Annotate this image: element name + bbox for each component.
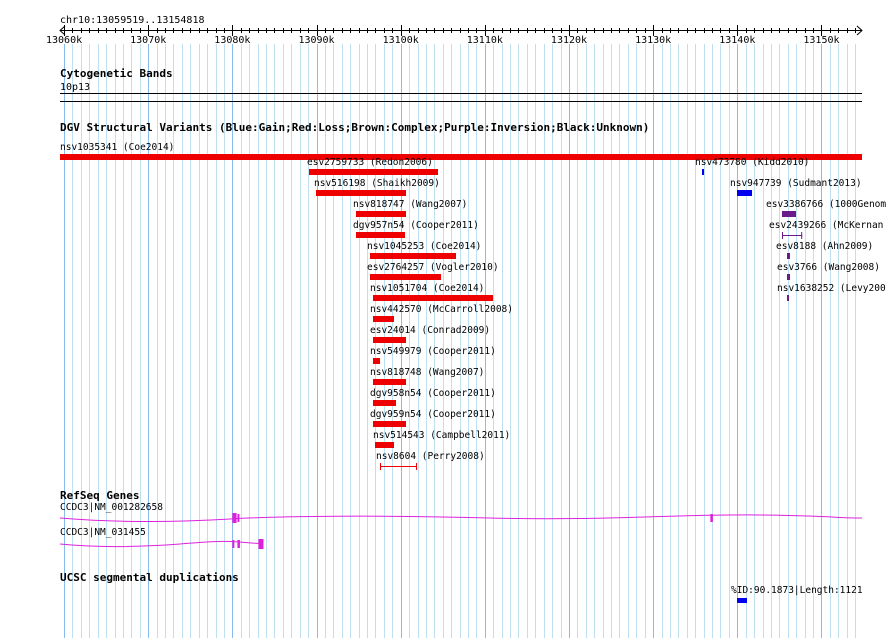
ruler-tick-label: 13150k — [803, 35, 840, 46]
dgv-feature-bar[interactable] — [372, 316, 394, 322]
dgv-feature-label: nsv1638252 (Levy200 — [777, 283, 886, 294]
dgv-feature-label: nsv818747 (Wang2007) — [353, 199, 468, 210]
dgv-feature-bar[interactable] — [781, 232, 804, 239]
cytoband-track-title[interactable]: Cytogenetic Bands — [60, 67, 173, 80]
dgv-feature-label: nsv514543 (Campbell2011) — [373, 430, 511, 441]
dgv-feature-bar[interactable] — [786, 253, 791, 259]
dgv-feature-label: nsv947739 (Sudmant2013) — [730, 178, 862, 189]
dgv-feature-bar[interactable] — [701, 169, 704, 175]
refseq-gene-exon — [232, 540, 235, 548]
dgv-track-title[interactable]: DGV Structural Variants (Blue:Gain;Red:L… — [60, 121, 650, 134]
dgv-feature-bar[interactable] — [372, 421, 406, 427]
dgv-feature-bar[interactable] — [372, 358, 381, 364]
ruler-tick-label: 13130k — [635, 35, 672, 46]
dgv-feature-bar[interactable] — [60, 154, 862, 160]
dgv-feature-label: dgv957n54 (Cooper2011) — [353, 220, 479, 231]
dgv-feature-bar[interactable] — [315, 190, 406, 196]
ruler-tick-label: 13070k — [130, 35, 167, 46]
dgv-feature-label: nsv516198 (Shaikh2009) — [314, 178, 440, 189]
dgv-feature-bar[interactable] — [370, 274, 442, 280]
refseq-gene-exon — [237, 514, 240, 522]
dgv-feature-bar[interactable] — [372, 379, 406, 385]
dgv-feature-label: esv3766 (Wang2008) — [777, 262, 880, 273]
dgv-feature-label: nsv549979 (Cooper2011) — [370, 346, 496, 357]
ruler-tick-label: 13100k — [382, 35, 419, 46]
dgv-feature-label: dgv959n54 (Cooper2011) — [370, 409, 496, 420]
ruler-tick-label: 13110k — [466, 35, 503, 46]
cytoband-track-bottom-border — [60, 101, 862, 102]
dgv-feature-bar[interactable] — [356, 232, 405, 238]
ruler-tick-label: 13120k — [550, 35, 588, 46]
dgv-feature-label: nsv8604 (Perry2008) — [376, 451, 485, 462]
cytoband-track-top-border — [60, 93, 862, 94]
refseq-gene-exon — [258, 539, 264, 549]
refseq-track-title[interactable]: RefSeq Genes — [60, 489, 140, 502]
dgv-feature-label: nsv473780 (Kidd2010) — [695, 157, 810, 168]
refseq-track — [59, 513, 863, 549]
refseq-gene-label[interactable]: CCDC3|NM_001282658 — [60, 502, 163, 513]
dgv-feature-bar[interactable] — [737, 190, 753, 196]
dgv-feature-bar[interactable] — [370, 253, 457, 259]
segdup-track-title[interactable]: UCSC segmental duplications — [60, 571, 239, 584]
refseq-gene-label[interactable]: CCDC3|NM_031455 — [60, 527, 146, 538]
dgv-feature-bar[interactable] — [308, 169, 439, 175]
refseq-gene-exon — [232, 513, 237, 523]
cytoband-label: 10p13 — [60, 82, 91, 93]
dgv-feature-label: nsv1051704 (Coe2014) — [370, 283, 485, 294]
ruler-left-arrow — [59, 25, 66, 36]
dgv-feature-bar[interactable] — [356, 211, 406, 217]
location-label: chr10:13059519..13154818 — [60, 15, 205, 26]
ruler-tick-label: 13140k — [719, 35, 756, 46]
dgv-feature-label: esv2439266 (McKernan — [769, 220, 884, 231]
segdup-feature-label: %ID:90.1873|Length:1121 — [731, 585, 863, 596]
ruler-right-arrow — [856, 25, 863, 36]
dgv-feature-bar[interactable] — [379, 463, 419, 470]
refseq-gene-intron — [59, 514, 863, 522]
dgv-feature-bar[interactable] — [372, 400, 397, 406]
dgv-feature-label: nsv1035341 (Coe2014) — [60, 142, 175, 153]
dgv-feature-label: nsv1045253 (Coe2014) — [367, 241, 482, 252]
dgv-feature-label: esv8188 (Ahn2009) — [776, 241, 874, 252]
dgv-feature-label: esv2759733 (Redon2006) — [307, 157, 433, 168]
dgv-feature-bar[interactable] — [372, 337, 406, 343]
ruler-tick-label: 13080k — [214, 35, 251, 46]
segdup-feature-bar[interactable] — [737, 598, 748, 603]
ruler-tick-label: 13060k — [45, 35, 83, 46]
dgv-feature-label: esv2764257 (Vogler2010) — [367, 262, 499, 273]
dgv-feature-bar[interactable] — [786, 295, 789, 301]
dgv-feature-bar[interactable] — [375, 442, 394, 448]
dgv-feature-bar[interactable] — [372, 295, 494, 301]
dgv-feature-bar[interactable] — [781, 211, 797, 217]
refseq-gene-exon — [237, 540, 240, 548]
dgv-feature-label: dgv958n54 (Cooper2011) — [370, 388, 496, 399]
dgv-feature-label: nsv818748 (Wang2007) — [370, 367, 485, 378]
ruler-tick-label: 13090k — [298, 35, 335, 46]
dgv-feature-bar[interactable] — [786, 274, 791, 280]
dgv-feature-label: esv3386766 (1000Genom — [766, 199, 887, 210]
refseq-gene-exon — [710, 514, 713, 522]
dgv-feature-label: esv24014 (Conrad2009) — [370, 325, 491, 336]
ruler-axis — [59, 25, 863, 36]
dgv-feature-label: nsv442570 (McCarroll2008) — [370, 304, 513, 315]
